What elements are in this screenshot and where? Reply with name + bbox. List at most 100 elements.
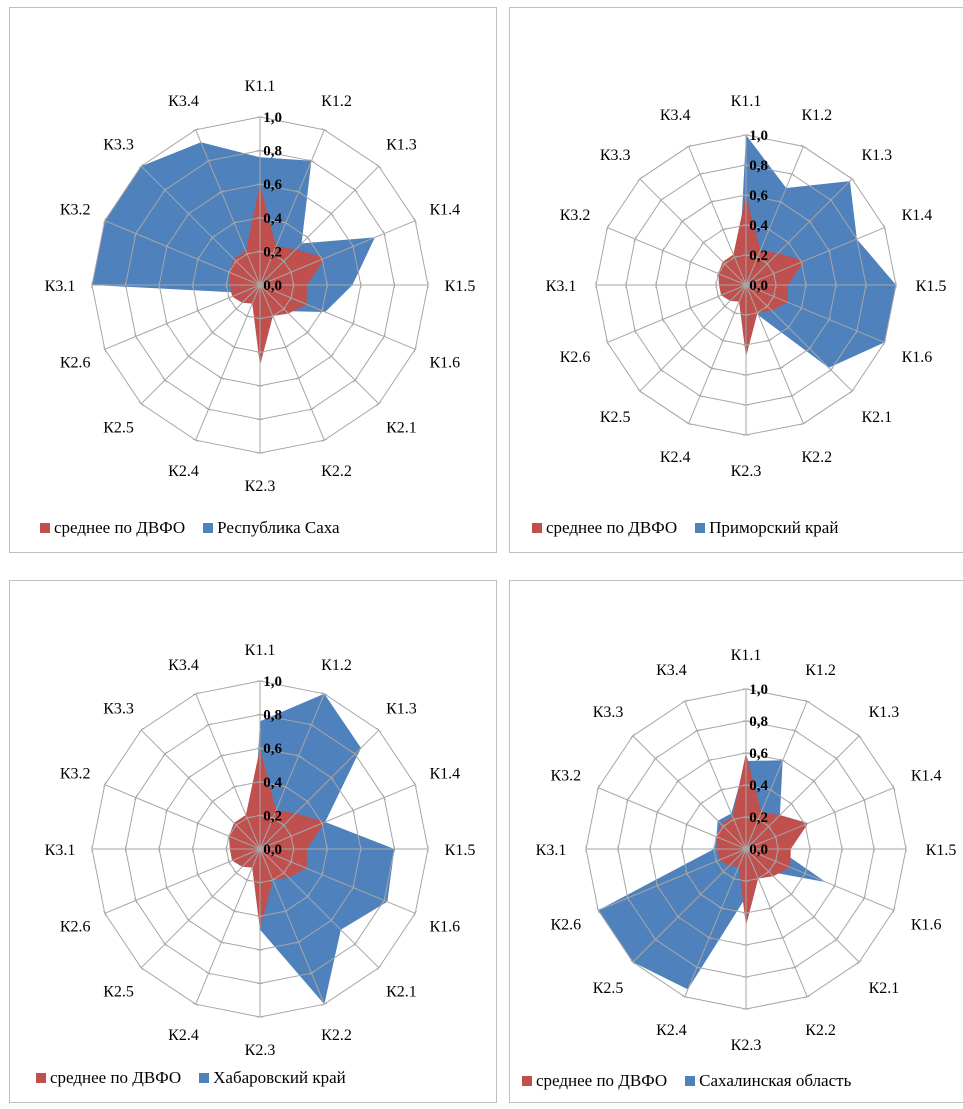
grid-tick-mark [281,306,287,312]
grid-tick-mark [351,320,355,327]
grid-spoke [259,693,325,850]
category-label: К2.2 [321,463,352,480]
grid-spoke [259,284,380,405]
grid-tick-mark [308,723,315,727]
grid-tick-mark [205,407,212,411]
grid-tick-mark [764,261,770,267]
grid-tick-mark [289,294,293,301]
grid-tick-mark [800,421,807,426]
grid-tick-mark [413,217,417,224]
category-label: К1.6 [911,917,942,934]
legend: среднее по ДВФО Республика Саха [40,518,358,538]
grid-tick-mark [720,338,727,343]
grid-tick-mark [162,941,168,947]
grid-spoke [632,735,747,850]
grid-tick-mark [882,339,887,346]
legend-swatch-region [695,523,706,533]
grid-tick-mark [626,895,630,901]
grid-tick-mark [637,388,643,394]
legend-label-avg: среднее по ДВФО [536,1071,668,1090]
legend-label-avg: среднее по ДВФО [50,1068,182,1087]
radial-tick-label: 0,2 [749,248,768,264]
grid-spoke [684,848,747,998]
grid-spoke [688,146,747,286]
grid-tick-mark [321,128,328,132]
grid-tick-mark [765,227,772,232]
grid-tick-mark [730,876,737,881]
category-label: К1.1 [731,93,762,110]
grid-spoke [632,848,747,963]
grid-tick-mark [716,293,720,300]
category-label: К1.3 [386,137,417,154]
legend-swatch-avg [36,1073,46,1083]
grid-tick-mark [785,240,791,246]
grid-tick-mark [103,217,107,224]
radial-tick-label: 0,4 [263,775,282,791]
grid-spoke [259,784,416,850]
category-label: К1.3 [861,147,892,164]
grid-tick-mark [855,327,859,334]
legend-swatch-avg [40,523,50,533]
grid-tick-mark [231,909,238,913]
grid-tick-mark [688,259,693,266]
grid-tick-mark [210,330,215,335]
grid-tick-mark [772,270,776,277]
grid-tick-mark [282,345,289,349]
radial-tick-label: 0,6 [263,177,282,193]
grid-tick-mark [720,823,726,829]
radial-tick-label: 0,8 [263,708,282,724]
grid-tick-mark [698,801,704,807]
grid-tick-mark [803,870,807,877]
grid-tick-mark [376,965,382,971]
grid-spoke [745,700,808,850]
category-label: К3.1 [45,842,76,859]
category-label: К1.5 [926,842,957,859]
grid-tick-mark [716,270,720,277]
grid-tick-mark [730,817,737,822]
grid-tick-mark [376,727,382,733]
grid-tick-mark [828,197,834,203]
grid-tick-mark [706,936,713,940]
grid-tick-mark [807,346,813,352]
grid-tick-mark [295,190,302,194]
grid-tick-mark [773,858,778,865]
grid-tick-mark [882,224,887,231]
grid-tick-mark [788,172,795,176]
grid-tick-mark [779,936,786,940]
grid-tick-mark [653,756,658,761]
legend-label-region: Сахалинская область [699,1071,852,1090]
category-label: К3.2 [60,766,91,783]
radial-tick-label: 0,2 [749,810,768,826]
category-label: К2.6 [550,917,581,934]
legend-label-region: Хабаровский край [213,1068,346,1087]
category-label: К1.5 [445,278,476,295]
radar-panel-khabarovsk: 0,0 0,2 0,4 0,6 0,8 1,0 К1.1 К1.2 К1.3 К1.4 К1.5 К1… [9,580,497,1103]
grid-tick-mark [605,339,610,346]
grid-tick-mark [165,243,169,250]
category-label: К2.4 [168,1027,199,1044]
grid-tick-mark [679,346,685,352]
category-label: К1.5 [445,842,476,859]
grid-spoke [140,165,261,286]
category-label: К1.2 [321,657,352,674]
legend-label-avg: среднее по ДВФО [546,518,678,537]
grid-tick-mark [165,884,169,891]
grid-tick-mark [637,176,643,182]
grid-tick-mark [233,306,239,312]
category-label: К2.5 [103,983,134,1000]
grid-tick-mark [413,910,417,917]
legend: среднее по ДВФО Приморский край [532,518,856,538]
legend-swatch-avg [522,1076,532,1086]
grid-tick-mark [351,243,355,250]
grid-tick-mark [720,227,727,232]
grid-tick-mark [134,794,138,801]
grid-tick-mark [773,833,778,840]
category-label: К3.4 [660,107,691,124]
grid-tick-mark [892,784,896,791]
grid-spoke [259,284,416,350]
grid-tick-mark [244,314,251,318]
grid-tick-mark [231,345,238,349]
grid-spoke [140,729,261,850]
grid-tick-mark [227,294,231,301]
grid-tick-mark [697,394,704,398]
